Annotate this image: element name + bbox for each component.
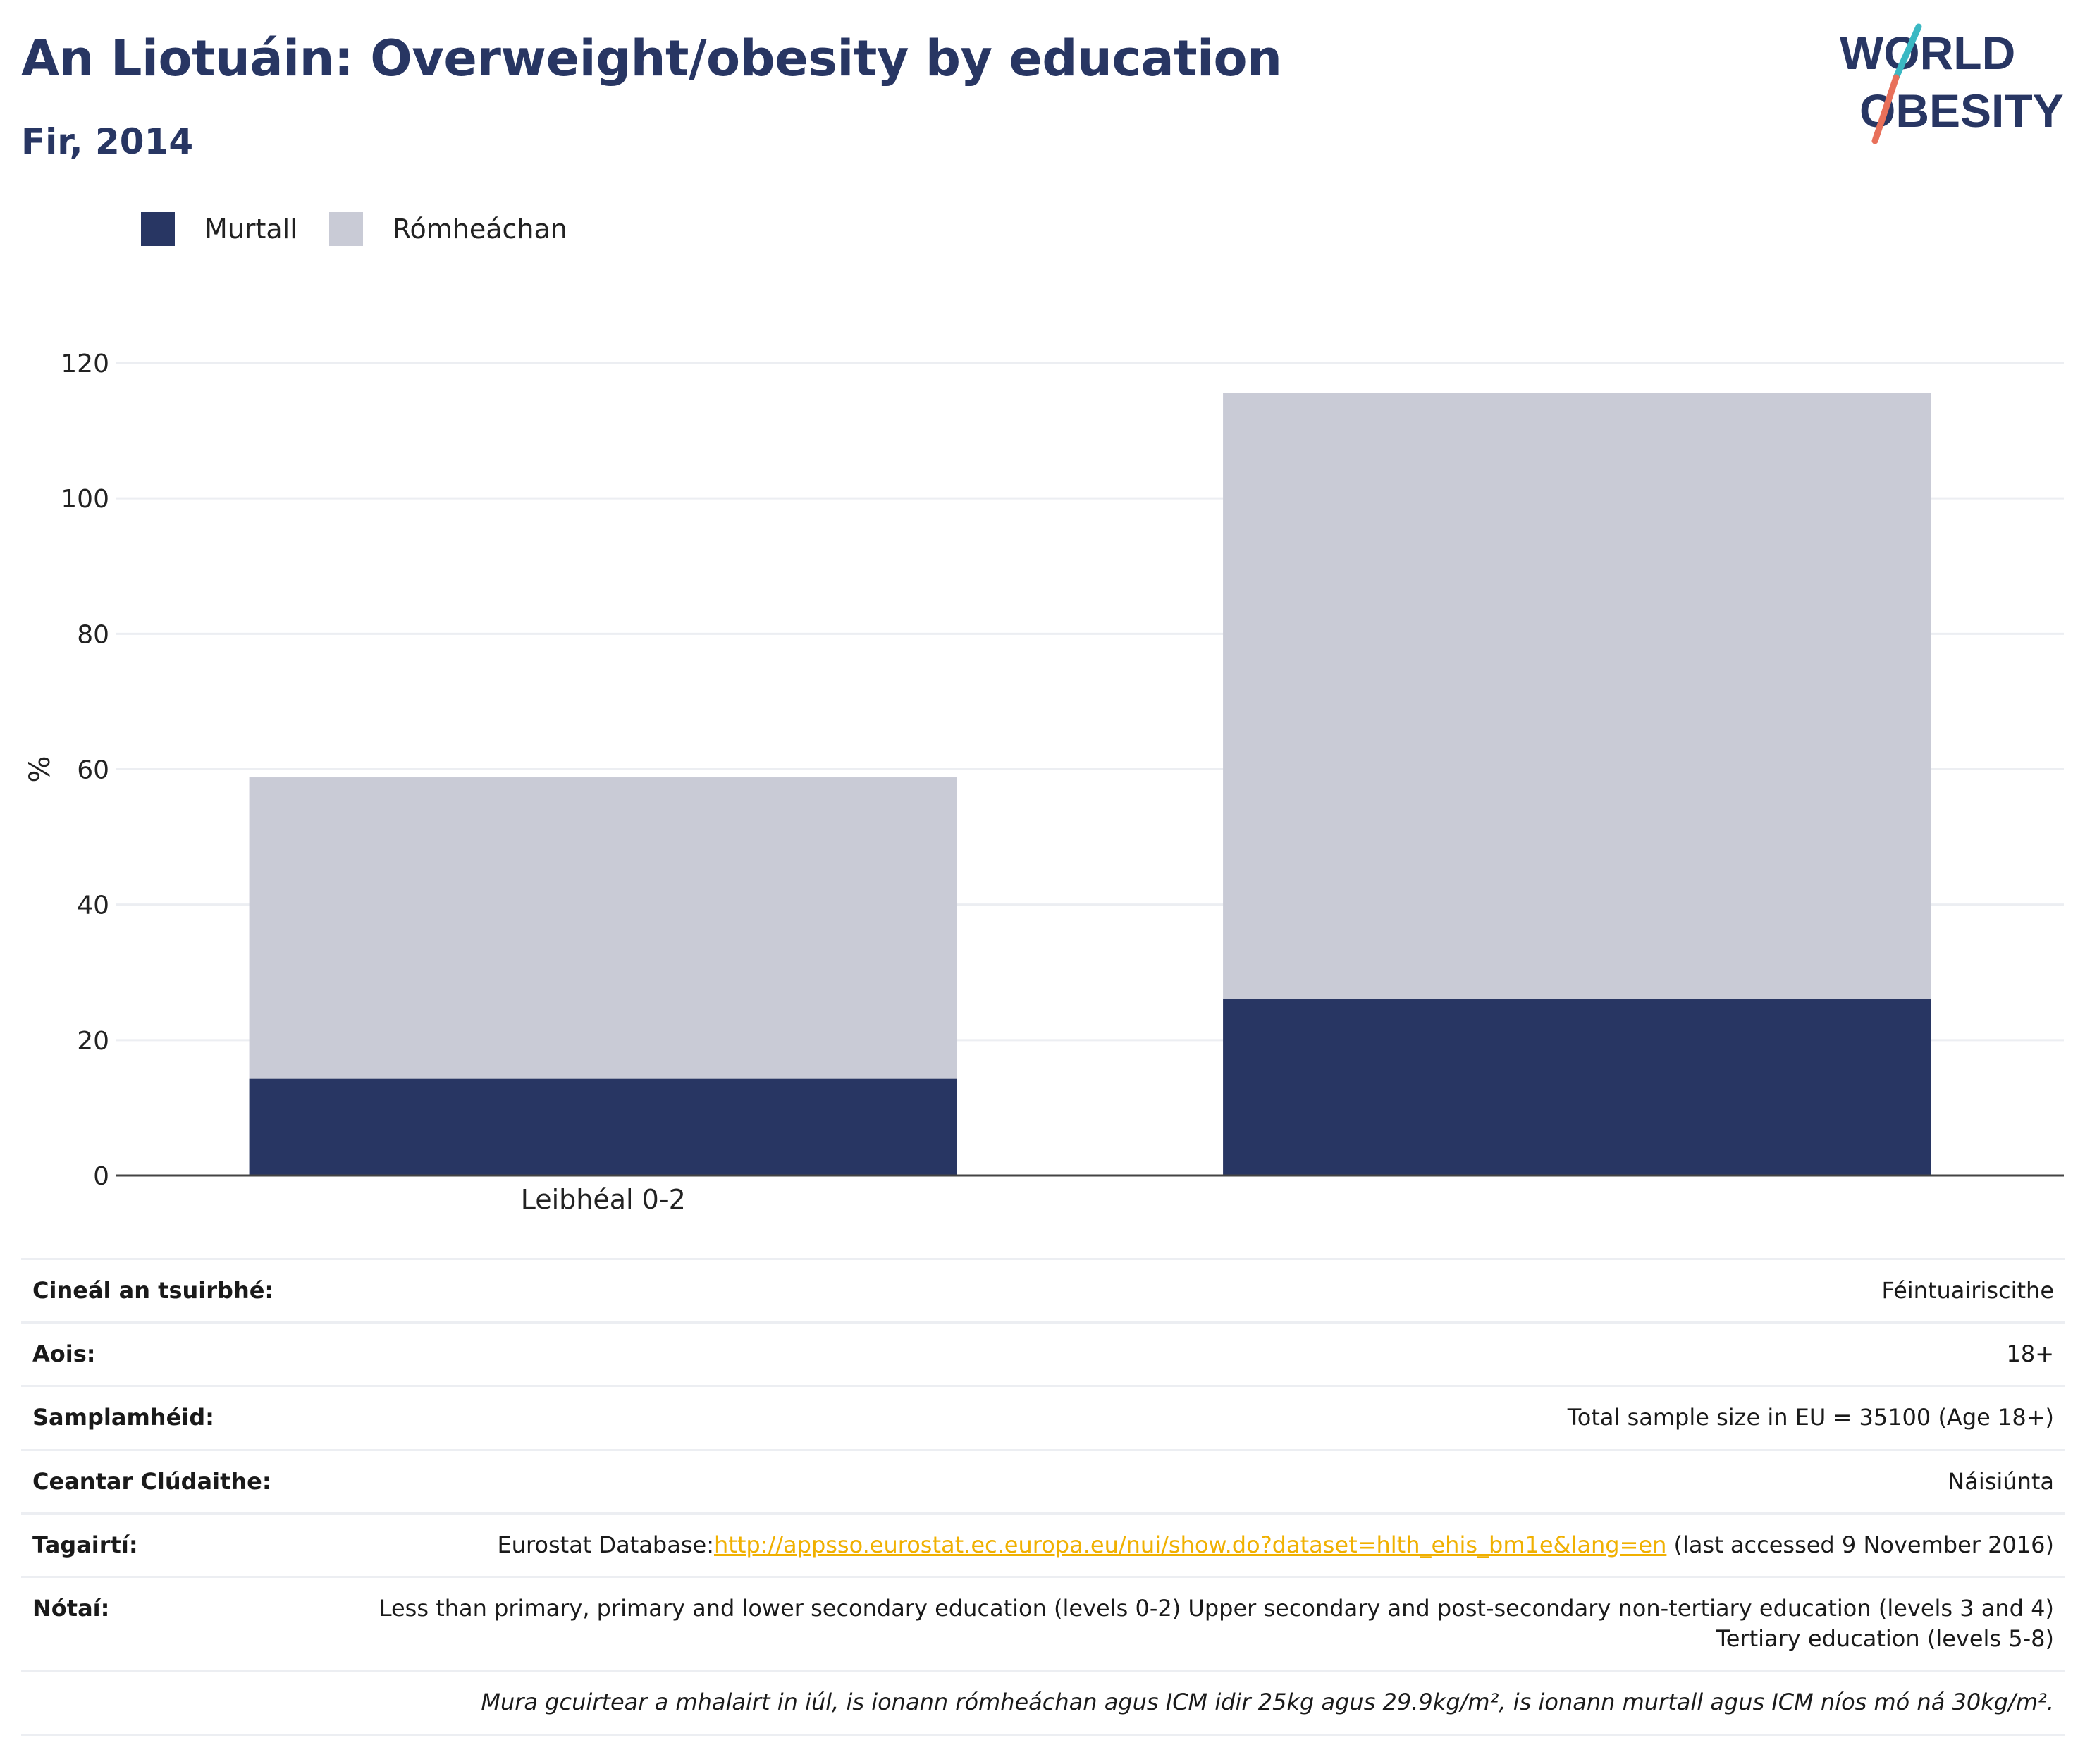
legend-item-obese[interactable]: Murtall (141, 212, 297, 246)
y-tick-label: 40 (77, 892, 109, 920)
legend-label-overweight: Rómheáchan (392, 214, 567, 245)
references-prefix: Eurostat Database: (497, 1531, 714, 1558)
meta-label-area: Ceantar Clúdaithe: (21, 1448, 340, 1515)
meta-label-sample: Samplamhéid: (21, 1385, 340, 1451)
meta-value-area: Náisiúnta (340, 1448, 2065, 1515)
references-link[interactable]: http://appsso.eurostat.ec.europa.eu/nui/… (713, 1531, 1667, 1558)
meta-label-age: Aois: (21, 1321, 340, 1388)
meta-value-sample: Total sample size in EU = 35100 (Age 18+… (340, 1385, 2065, 1451)
bar-overweight (249, 777, 957, 1079)
logo-line-1: WORLD (1840, 27, 2015, 79)
meta-value-survey-type: Féintuairiscithe (340, 1257, 2065, 1324)
y-tick-label: 20 (77, 1027, 109, 1056)
meta-value-references: Eurostat Database:http://appsso.eurostat… (340, 1512, 2065, 1578)
bar-overweight (1223, 393, 1931, 999)
meta-label-survey-type: Cineál an tsuirbhé: (21, 1257, 340, 1324)
meta-value-age: 18+ (340, 1321, 2065, 1388)
y-tick-label: 60 (77, 756, 109, 785)
legend-swatch-overweight (328, 212, 363, 246)
legend-swatch-obese (141, 212, 175, 246)
bar-chart: 0 20 40 60 80 100 120% Leibhéal 0-2 (24, 350, 2064, 1215)
chart-subtitle: Fir, 2014 (21, 121, 194, 162)
x-tick-label: Leibhéal 0-2 (521, 1184, 686, 1215)
y-tick-label: 100 (61, 485, 109, 514)
meta-row-age: Aois: 18+ (21, 1321, 2065, 1388)
meta-label-notes: Nótaí: (21, 1575, 340, 1672)
meta-row-sample: Samplamhéid: Total sample size in EU = 3… (21, 1385, 2065, 1451)
meta-footnote: Mura gcuirtear a mhalairt in iúl, is ion… (21, 1670, 2065, 1736)
chart-legend: Murtall Rómheáchan (141, 208, 599, 250)
bar-obese (1223, 999, 1931, 1176)
y-axis-label: % (24, 755, 56, 782)
y-tick-label: 0 (93, 1162, 109, 1191)
y-tick-label: 80 (77, 620, 109, 649)
legend-label-obese: Murtall (204, 214, 297, 245)
meta-value-notes: Less than primary, primary and lower sec… (340, 1575, 2065, 1672)
meta-row-survey-type: Cineál an tsuirbhé: Féintuairiscithe (21, 1257, 2065, 1324)
meta-label-references: Tagairtí: (21, 1512, 340, 1578)
meta-row-notes: Nótaí: Less than primary, primary and lo… (21, 1575, 2065, 1672)
chart-title: An Liotuáin: Overweight/obesity by educa… (21, 30, 1282, 87)
meta-row-references: Tagairtí: Eurostat Database:http://appss… (21, 1512, 2065, 1578)
legend-item-overweight[interactable]: Rómheáchan (328, 212, 567, 246)
y-tick-label: 120 (61, 350, 109, 378)
bar-obese (249, 1078, 957, 1176)
metadata-table: Cineál an tsuirbhé: Féintuairiscithe Aoi… (21, 1257, 2065, 1736)
references-suffix: (last accessed 9 November 2016) (1666, 1531, 2054, 1558)
meta-row-footnote: Mura gcuirtear a mhalairt in iúl, is ion… (21, 1670, 2065, 1736)
world-obesity-logo: WORLD OBESITY (1840, 23, 2064, 144)
meta-row-area: Ceantar Clúdaithe: Náisiúnta (21, 1448, 2065, 1515)
